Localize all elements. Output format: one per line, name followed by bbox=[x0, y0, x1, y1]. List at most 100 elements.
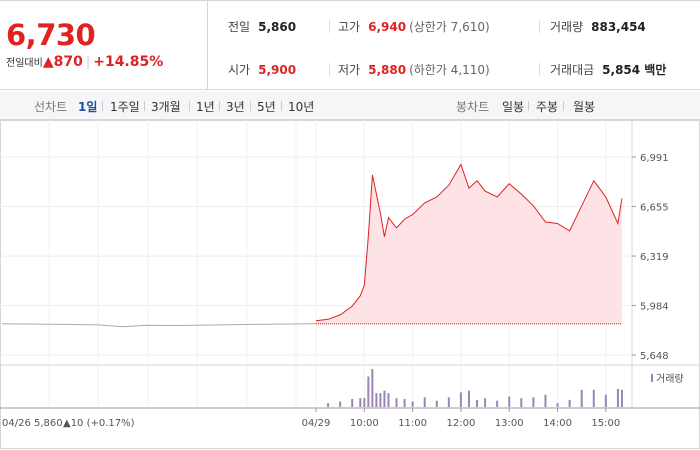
divider bbox=[219, 101, 220, 111]
divider bbox=[281, 101, 282, 111]
stat-label: 고가 bbox=[338, 20, 361, 34]
tab-3y[interactable]: 3년 bbox=[226, 100, 245, 114]
change-label: 전일대비 bbox=[6, 58, 43, 69]
price-chart[interactable]: 6,991 6,655 6,319 5,984 5,648 04/29 10:00 11:00… bbox=[0, 120, 700, 450]
volume-bar bbox=[367, 376, 370, 407]
tab-1w[interactable]: 1주일 bbox=[110, 100, 140, 114]
tab-5y[interactable]: 5년 bbox=[257, 100, 276, 114]
stat-value: 6,940 bbox=[368, 20, 407, 34]
intraday-area bbox=[316, 164, 622, 324]
volume-bar bbox=[620, 389, 623, 407]
candle-chart-label: 봉차트 bbox=[456, 100, 490, 114]
price-box: 6,730 전일대비▲870 | +14.85% bbox=[0, 1, 208, 90]
volume-bar bbox=[423, 397, 426, 407]
prev-day-date: 04/26 bbox=[2, 418, 31, 429]
open-stat: 시가 5,900 bbox=[228, 61, 296, 78]
divider bbox=[144, 101, 145, 111]
low-stat: 저가 5,880 (하한가 4,110) bbox=[338, 61, 490, 78]
volume-bar bbox=[604, 394, 607, 407]
change-percent: +14.85% bbox=[93, 54, 164, 70]
volume-bar bbox=[467, 390, 470, 407]
volume-stat: 거래량 883,454 bbox=[550, 18, 646, 35]
stat-value: 5,860 bbox=[258, 20, 297, 34]
volume-bar bbox=[363, 398, 366, 407]
intraday-line bbox=[315, 163, 623, 322]
tab-monthly-candle[interactable]: 월봉 bbox=[573, 100, 596, 114]
y-tick-label: 5,648 bbox=[640, 351, 669, 362]
x-tick-label: 13:00 bbox=[495, 418, 524, 429]
tab-1d[interactable]: 1일 bbox=[78, 100, 98, 114]
volume-bar bbox=[580, 389, 583, 407]
prev-day-line bbox=[1, 323, 317, 328]
volume-bar bbox=[403, 399, 406, 407]
divider bbox=[329, 63, 330, 76]
volume-bar bbox=[544, 394, 547, 407]
divider bbox=[539, 63, 540, 76]
volume-bar bbox=[411, 401, 414, 407]
line-chart-label: 선차트 bbox=[34, 100, 68, 114]
stat-label: 시가 bbox=[228, 63, 251, 77]
volume-bar bbox=[476, 399, 479, 407]
current-price: 6,730 bbox=[6, 18, 96, 52]
volume-bar bbox=[379, 393, 382, 407]
volume-legend-label: 거래량 bbox=[656, 373, 684, 385]
stat-label: 전일 bbox=[228, 20, 251, 34]
volume-bars bbox=[327, 369, 623, 407]
prev-day-change: ▲10 (+0.17%) bbox=[63, 418, 135, 429]
change-value: 870 bbox=[53, 54, 83, 70]
divider bbox=[528, 101, 529, 111]
volume-bar bbox=[351, 399, 354, 407]
volume-bar bbox=[383, 390, 386, 407]
x-tick-label: 14:00 bbox=[543, 418, 572, 429]
tab-3m[interactable]: 3개월 bbox=[151, 100, 181, 114]
tab-1y[interactable]: 1년 bbox=[196, 100, 215, 114]
axis-labels: 6,991 6,655 6,319 5,984 5,648 04/29 10:00 11:00… bbox=[2, 153, 684, 429]
volume-bar bbox=[459, 392, 462, 407]
x-tick-label: 04/29 bbox=[302, 418, 331, 429]
volume-bar bbox=[484, 398, 487, 407]
amount-stat: 거래대금 5,854 백만 bbox=[550, 61, 666, 78]
y-tick-label: 5,984 bbox=[640, 301, 669, 312]
x-tick-label: 15:00 bbox=[591, 418, 620, 429]
tab-daily-candle[interactable]: 일봉 bbox=[502, 100, 525, 114]
stat-label: 저가 bbox=[338, 63, 361, 77]
up-arrow-icon: ▲ bbox=[42, 54, 54, 70]
volume-bar bbox=[508, 396, 511, 407]
stat-label: 거래량 bbox=[550, 20, 584, 34]
x-tick-label: 12:00 bbox=[447, 418, 476, 429]
divider bbox=[329, 20, 330, 33]
volume-bar bbox=[371, 369, 374, 407]
tab-10y[interactable]: 10년 bbox=[288, 100, 315, 114]
divider bbox=[250, 101, 251, 111]
volume-bar bbox=[359, 398, 362, 407]
divider bbox=[563, 101, 564, 111]
x-tick-label: 10:00 bbox=[350, 418, 379, 429]
stat-value: 883,454 bbox=[591, 20, 646, 34]
volume-bar bbox=[496, 400, 499, 407]
y-tick-label: 6,655 bbox=[640, 203, 669, 214]
volume-bar bbox=[447, 397, 450, 407]
prev-day-close: 5,860 bbox=[34, 418, 63, 429]
prev-close-stat: 전일 5,860 bbox=[228, 18, 296, 35]
tab-weekly-candle[interactable]: 주봉 bbox=[536, 100, 559, 114]
y-tick-label: 6,991 bbox=[640, 153, 669, 164]
volume-bar bbox=[616, 389, 619, 407]
volume-legend-swatch bbox=[651, 374, 653, 382]
volume-bar bbox=[339, 401, 342, 407]
stat-label: 거래대금 bbox=[550, 63, 595, 77]
chart-period-tabs: 선차트 1일 1주일 3개월 1년 3년 5년 10년 봉차트 일봉 주봉 월봉 bbox=[0, 91, 700, 120]
divider bbox=[539, 20, 540, 33]
volume-bar bbox=[435, 400, 438, 407]
divider bbox=[189, 101, 190, 111]
divider: | bbox=[85, 55, 91, 70]
x-tick-label: 11:00 bbox=[398, 418, 427, 429]
stat-value: 5,880 bbox=[368, 63, 407, 77]
high-stat: 고가 6,940 (상한가 7,610) bbox=[338, 18, 490, 35]
divider bbox=[102, 101, 103, 111]
volume-bar bbox=[568, 399, 571, 407]
volume-bar bbox=[327, 403, 330, 407]
y-tick-label: 6,319 bbox=[640, 252, 669, 263]
chart-series bbox=[1, 163, 623, 328]
volume-bar bbox=[592, 389, 595, 407]
